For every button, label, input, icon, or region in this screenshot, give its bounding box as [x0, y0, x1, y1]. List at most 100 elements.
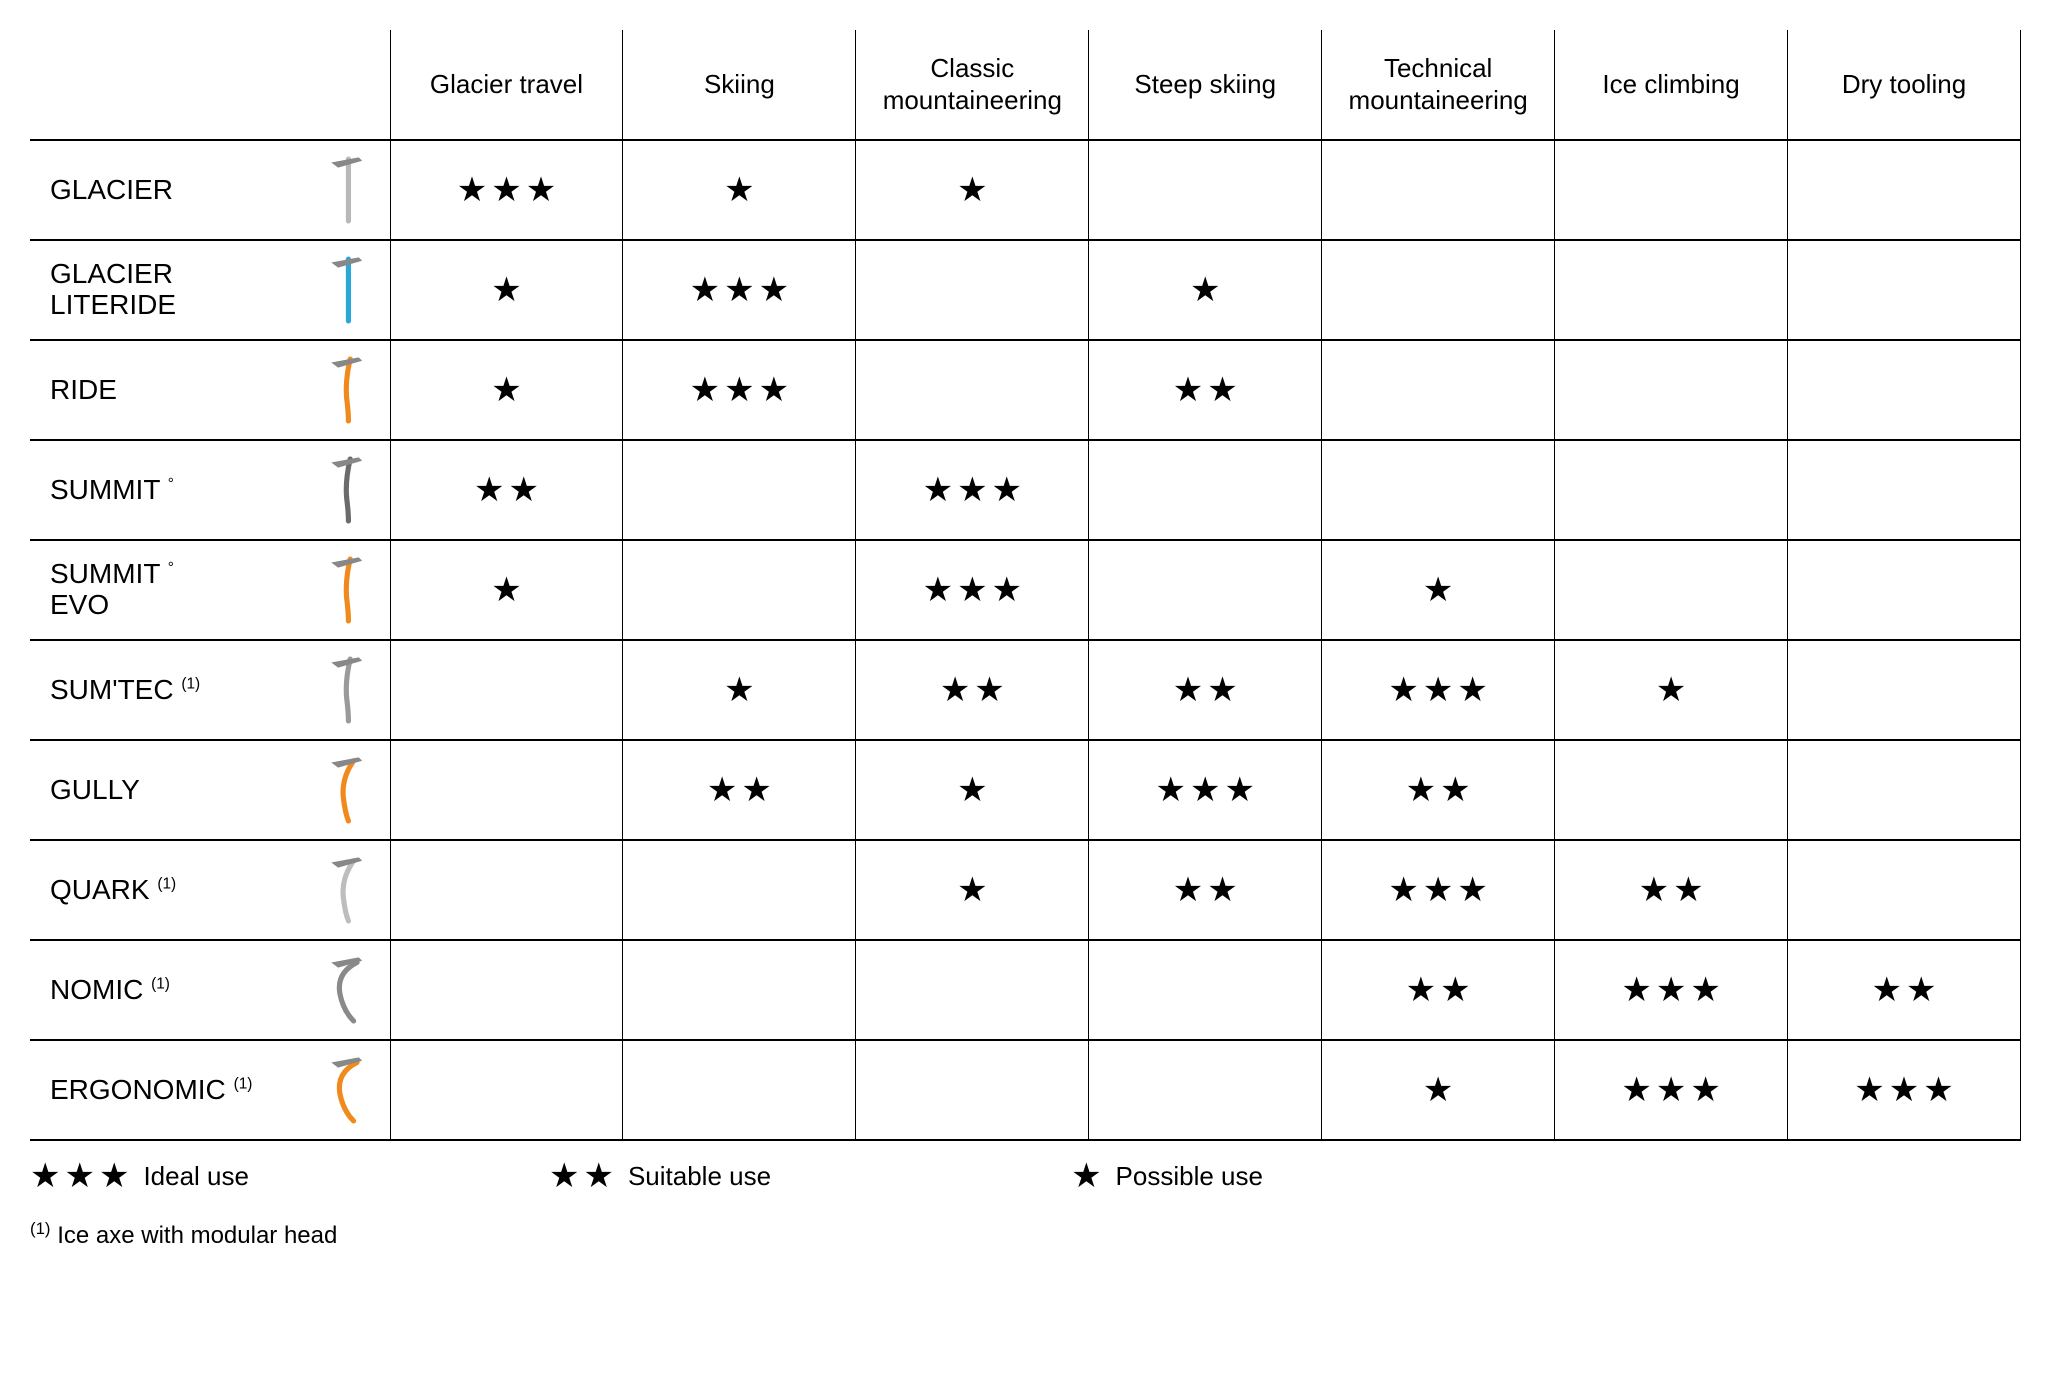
product-name-cell: GULLY: [30, 740, 300, 840]
star-icon: ★: [724, 173, 754, 207]
ice-axe-icon: [319, 747, 371, 833]
rating-cell: [1788, 440, 2021, 540]
rating-cell: ★★★: [1322, 840, 1555, 940]
star-icon: ★: [707, 773, 737, 807]
star-icon: ★: [724, 373, 754, 407]
star-icon: ★: [1690, 973, 1720, 1007]
product-name-cell: ERGONOMIC (1): [30, 1040, 300, 1140]
rating-cell: ★★★: [390, 140, 623, 240]
table-row: GULLY★★★★★★★★: [30, 740, 2021, 840]
product-image-cell: [300, 940, 390, 1040]
rating-cell: ★★★: [1089, 740, 1322, 840]
rating-cell: ★★★: [1322, 640, 1555, 740]
product-name-cell: RIDE: [30, 340, 300, 440]
star-icon: ★: [992, 573, 1022, 607]
rating-cell: ★★★: [1788, 1040, 2021, 1140]
star-icon: ★: [1190, 773, 1220, 807]
star-icon: ★: [1173, 673, 1203, 707]
table-row: GLACIER★★★★★: [30, 140, 2021, 240]
star-icon: ★: [1457, 673, 1487, 707]
rating-cell: [390, 740, 623, 840]
product-name-line2: LITERIDE: [50, 290, 300, 321]
star-icon: ★: [1656, 1073, 1686, 1107]
ice-axe-icon: [319, 547, 371, 633]
star-icon: ★: [1173, 873, 1203, 907]
rating-cell: [1322, 240, 1555, 340]
product-name-cell: NOMIC (1): [30, 940, 300, 1040]
legend-item: ★★★ Ideal use: [30, 1159, 249, 1193]
table-row: NOMIC (1)★★★★★★★: [30, 940, 2021, 1040]
star-icon: ★: [957, 173, 987, 207]
rating-cell: [1788, 840, 2021, 940]
star-icon: ★: [923, 573, 953, 607]
star-icon: ★: [1423, 1073, 1453, 1107]
product-name: GULLY: [50, 775, 300, 806]
rating-cell: ★★★: [1555, 940, 1788, 1040]
rating-cell: ★: [856, 740, 1089, 840]
rating-cell: ★: [1089, 240, 1322, 340]
column-header: Technical mountaineering: [1322, 30, 1555, 140]
rating-cell: ★★: [1555, 840, 1788, 940]
rating-cell: ★★: [1322, 940, 1555, 1040]
rating-cell: ★: [390, 540, 623, 640]
rating-cell: [856, 940, 1089, 1040]
rating-cell: ★★: [1089, 340, 1322, 440]
product-image-cell: [300, 1040, 390, 1140]
product-name: SUMMIT °: [50, 559, 300, 590]
star-icon: ★: [457, 173, 487, 207]
rating-cell: ★: [623, 640, 856, 740]
rating-cell: [1555, 140, 1788, 240]
footnote-text: Ice axe with modular head: [57, 1222, 337, 1249]
ice-axe-icon: [319, 247, 371, 333]
rating-cell: [1322, 140, 1555, 240]
star-icon: ★: [1207, 673, 1237, 707]
star-icon: ★: [1673, 873, 1703, 907]
product-image-cell: [300, 640, 390, 740]
ice-axe-icon: [319, 847, 371, 933]
product-name-cell: SUMMIT °EVO: [30, 540, 300, 640]
column-header: Dry tooling: [1788, 30, 2021, 140]
product-name: RIDE: [50, 375, 300, 406]
product-image-cell: [300, 440, 390, 540]
star-icon: ★: [1621, 973, 1651, 1007]
product-name-cell: GLACIERLITERIDE: [30, 240, 300, 340]
product-name: SUMMIT °: [50, 475, 300, 506]
star-icon: ★: [992, 473, 1022, 507]
rating-cell: ★★★: [856, 540, 1089, 640]
legend-label: Ideal use: [143, 1161, 249, 1192]
rating-cell: ★: [390, 240, 623, 340]
rating-cell: ★★★: [623, 340, 856, 440]
rating-cell: [1089, 440, 1322, 540]
rating-cell: [1555, 440, 1788, 540]
star-icon: ★: [1388, 873, 1418, 907]
star-icon: ★: [549, 1159, 579, 1193]
star-icon: ★: [1656, 673, 1686, 707]
legend-label: Suitable use: [628, 1161, 771, 1192]
header-blank-name: [30, 30, 300, 140]
star-icon: ★: [741, 773, 771, 807]
legend-item: ★★ Suitable use: [549, 1159, 771, 1193]
product-note: °: [168, 560, 174, 577]
star-icon: ★: [1388, 673, 1418, 707]
table-row: SUM'TEC (1)★★★★★★★★★: [30, 640, 2021, 740]
star-icon: ★: [1156, 773, 1186, 807]
table-row: QUARK (1)★★★★★★★★: [30, 840, 2021, 940]
star-icon: ★: [1207, 373, 1237, 407]
star-icon: ★: [957, 873, 987, 907]
rating-cell: [390, 840, 623, 940]
header-blank-image: [300, 30, 390, 140]
product-image-cell: [300, 540, 390, 640]
ice-axe-icon: [319, 347, 371, 433]
product-name: QUARK (1): [50, 875, 300, 906]
footnote: (1) Ice axe with modular head: [30, 1219, 2021, 1250]
star-icon: ★: [1173, 373, 1203, 407]
product-image-cell: [300, 240, 390, 340]
product-note: (1): [234, 1075, 253, 1092]
product-note: (1): [157, 875, 176, 892]
star-icon: ★: [1423, 673, 1453, 707]
star-icon: ★: [474, 473, 504, 507]
rating-cell: ★★: [1788, 940, 2021, 1040]
product-image-cell: [300, 840, 390, 940]
product-note: °: [168, 475, 174, 492]
product-note: (1): [181, 675, 200, 692]
